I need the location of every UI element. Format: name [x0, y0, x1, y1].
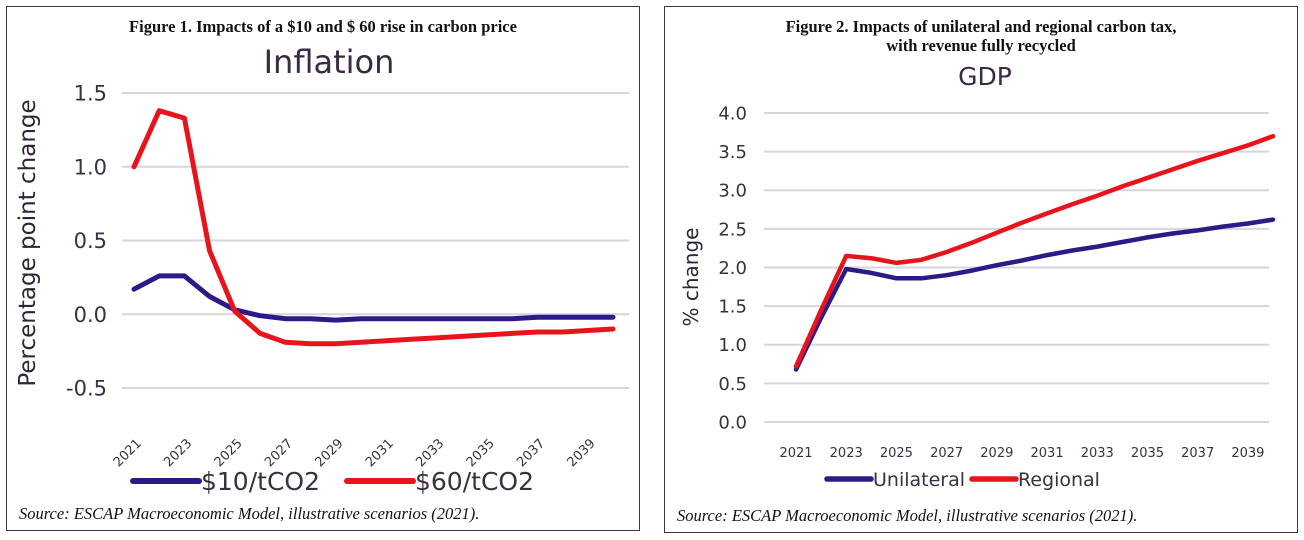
legend-label-regional: Regional	[1018, 469, 1100, 491]
chart-title: Inflation	[264, 43, 395, 81]
legend-label-60-tco2: $60/tCO2	[415, 467, 534, 496]
x-tick-label: 2027	[930, 446, 963, 461]
y-tick-label: 1.5	[718, 297, 747, 318]
y-axis-label: Percentage point change	[15, 99, 41, 386]
figure-1-source: Source: ESCAP Macroeconomic Model, illus…	[19, 504, 480, 523]
y-tick-label: 0.5	[718, 374, 747, 395]
x-tick-label: 2039	[565, 436, 599, 470]
series-line-60-tco2	[131, 108, 616, 347]
x-tick-label: 2025	[880, 446, 913, 461]
y-tick-label: 2.0	[718, 258, 747, 279]
inflation-chart: Inflation 1.5 1.0 0.5 0.0 -0.5 Percentage poin…	[15, 43, 629, 496]
x-tick-label: 2031	[1031, 446, 1064, 461]
x-tick-label: 2023	[830, 446, 863, 461]
figure-1-title: Figure 1. Impacts of a $10 and $ 60 rise…	[129, 17, 517, 36]
y-tick-label: 3.5	[718, 142, 747, 163]
legend-label-unilateral: Unilateral	[873, 469, 965, 491]
y-tick-label: 0.5	[74, 229, 107, 253]
x-tick-label: 2039	[1231, 446, 1264, 461]
gdp-chart: GDP 4.0 3.5 3.0 2.5 2.0 1.5 1.0 0.5 0.0 % change 20…	[679, 62, 1276, 491]
figure-2-title-line-1: Figure 2. Impacts of unilateral and regi…	[785, 17, 1177, 36]
y-tick-label: 4.0	[718, 103, 747, 124]
y-tick-label: 2.5	[718, 219, 747, 240]
y-tick-label: 0.0	[718, 412, 747, 433]
y-tick-label: -0.5	[66, 377, 107, 401]
x-tick-label: 2033	[1081, 446, 1114, 461]
figure-2-title: Figure 2. Impacts of unilateral and regi…	[665, 17, 1297, 55]
x-tick-label: 2021	[779, 446, 812, 461]
x-tick-label: 2025	[212, 436, 246, 470]
figure-1-panel: Figure 1. Impacts of a $10 and $ 60 rise…	[6, 6, 640, 531]
x-tick-label: 2033	[413, 436, 447, 470]
x-tick-label: 2035	[1131, 446, 1164, 461]
x-tick-label: 2023	[161, 436, 195, 470]
x-tick-label: 2037	[1181, 446, 1214, 461]
series-line-10-tco2	[131, 273, 616, 323]
x-tick-label: 2031	[363, 436, 397, 470]
x-tick-label: 2027	[262, 436, 296, 470]
y-tick-label: 1.0	[718, 335, 747, 356]
legend-label-10-tco2: $10/tCO2	[201, 467, 320, 496]
x-tick-label: 2021	[111, 436, 145, 470]
x-tick-label: 2029	[980, 446, 1013, 461]
y-tick-label: 1.0	[74, 155, 107, 179]
figure-2-source: Source: ESCAP Macroeconomic Model, illus…	[677, 506, 1138, 525]
x-tick-label: 2035	[464, 436, 498, 470]
x-tick-label: 2029	[313, 436, 347, 470]
series-line-unilateral	[793, 217, 1276, 372]
figure-2-panel: Figure 2. Impacts of unilateral and regi…	[664, 6, 1298, 533]
y-tick-label: 0.0	[74, 303, 107, 327]
series-line-regional	[793, 133, 1276, 369]
x-tick-label: 2037	[514, 436, 548, 470]
y-axis-label: % change	[679, 228, 703, 327]
figure-2-title-line-2: with revenue fully recycled	[886, 36, 1076, 55]
y-tick-label: 3.0	[718, 181, 747, 202]
chart-title: GDP	[958, 62, 1012, 91]
y-tick-label: 1.5	[74, 82, 107, 106]
